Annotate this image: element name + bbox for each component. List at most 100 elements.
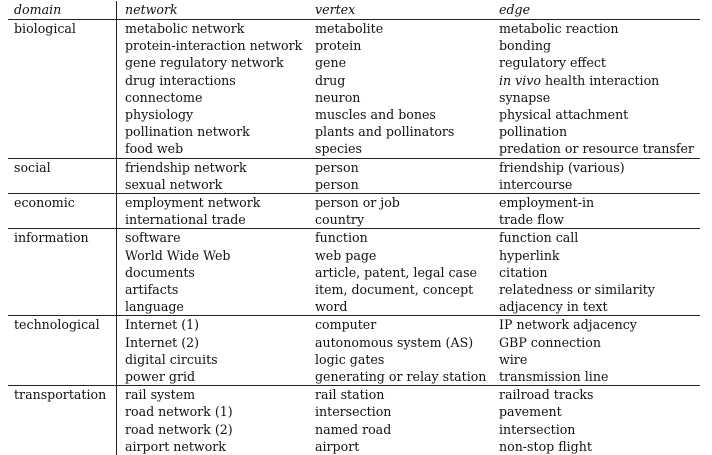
table-row: Internet (2) autonomous system (AS) GBP co… xyxy=(8,333,700,351)
edge-text: health interaction xyxy=(540,72,660,88)
edge-cell: IP network adjacency xyxy=(493,315,700,334)
network-cell: software xyxy=(116,228,309,247)
vertex-cell: generating or relay station xyxy=(315,369,487,385)
table-row: biological metabolic network metabolite met… xyxy=(8,19,700,38)
vertex-cell: person xyxy=(309,157,493,176)
network-cell: road network (2) xyxy=(125,421,233,437)
network-cell: World Wide Web xyxy=(125,247,231,263)
domain-cell xyxy=(8,368,117,386)
domain-cell xyxy=(8,88,117,107)
network-cell: metabolic network xyxy=(125,21,245,36)
edge-cell: non-stop flight xyxy=(499,438,592,454)
table-row: airport network airport non-stop flight xyxy=(8,437,700,455)
vertex-cell: computer xyxy=(309,315,493,334)
edge-cell: pavement xyxy=(499,404,562,420)
network-examples-table: domain network vertex edge biological met… xyxy=(8,1,700,455)
domain-cell xyxy=(8,403,117,421)
vertex-cell: item, document, concept xyxy=(315,282,474,298)
table-row: information software function function call xyxy=(8,228,700,247)
edge-cell: regulatory effect xyxy=(499,55,606,71)
vertex-cell: airport xyxy=(315,438,360,454)
domain-cell xyxy=(8,246,117,264)
network-cell: airport network xyxy=(125,438,226,454)
vertex-column-header: vertex xyxy=(309,1,493,20)
edge-cell: railroad tracks xyxy=(493,385,700,404)
network-cell: pollination network xyxy=(125,124,250,140)
network-cell: drug interactions xyxy=(125,72,236,88)
table-row: documents article, patent, legal case cita… xyxy=(8,263,700,282)
network-cell: protein-interaction network xyxy=(125,38,303,54)
edge-cell: intersection xyxy=(499,421,576,437)
edge-column-header: edge xyxy=(493,1,700,20)
vertex-cell: word xyxy=(315,299,348,315)
network-cell: food web xyxy=(125,141,184,157)
domain-cell: biological xyxy=(8,19,117,38)
network-cell: Internet (1) xyxy=(116,315,309,334)
network-cell: rail system xyxy=(116,385,309,404)
table-row: economic employment network person or job e… xyxy=(8,193,700,212)
network-column-header: network xyxy=(116,1,309,20)
vertex-cell: species xyxy=(315,141,362,157)
vertex-cell: autonomous system (AS) xyxy=(315,334,474,350)
domain-cell xyxy=(8,298,117,316)
table-row: transportation rail system rail station rai… xyxy=(8,385,700,404)
network-cell: friendship network xyxy=(116,157,309,176)
edge-cell: pollination xyxy=(499,124,568,140)
domain-cell xyxy=(8,71,117,89)
vertex-cell: plants and pollinators xyxy=(315,124,455,140)
edge-cell: predation or resource transfer xyxy=(499,141,694,157)
domain-cell xyxy=(8,333,117,351)
edge-cell: GBP connection xyxy=(499,334,601,350)
network-cell: power grid xyxy=(125,369,196,385)
domain-column-header: domain xyxy=(8,1,117,20)
network-cell: language xyxy=(125,299,184,315)
table-row: road network (2) named road intersection xyxy=(8,420,700,438)
edge-cell: intercourse xyxy=(499,176,573,192)
domain-cell xyxy=(8,420,117,438)
vertex-cell: person xyxy=(315,176,359,192)
network-cell: road network (1) xyxy=(125,404,233,420)
table-row: road network (1) intersection pavement xyxy=(8,403,700,421)
domain-cell: social xyxy=(8,157,117,176)
domain-cell xyxy=(8,37,117,55)
vertex-cell: country xyxy=(315,212,365,228)
network-cell: employment network xyxy=(116,193,309,212)
table-row: pollination network plants and pollinator… xyxy=(8,123,700,141)
network-cell: documents xyxy=(125,264,195,280)
table-row: artifacts item, document, concept relatedn… xyxy=(8,281,700,299)
table-row: drug interactions drug in vivo health inte… xyxy=(8,71,700,89)
domain-cell xyxy=(8,437,117,455)
vertex-cell: drug xyxy=(315,72,346,88)
network-cell: Internet (2) xyxy=(125,334,200,350)
network-cell: artifacts xyxy=(125,282,179,298)
edge-cell: physical attachment xyxy=(499,107,629,123)
domain-cell xyxy=(8,175,117,194)
edge-cell: employment-in xyxy=(493,193,700,212)
table-header: domain network vertex edge xyxy=(8,1,700,20)
table-row: food web species predation or resource tra… xyxy=(8,140,700,159)
edge-cell: transmission line xyxy=(499,369,609,385)
vertex-cell: person or job xyxy=(309,193,493,212)
table-row: protein-interaction network protein bondin… xyxy=(8,37,700,55)
edge-cell: citation xyxy=(499,264,548,280)
domain-cell: transportation xyxy=(8,385,117,404)
edge-cell: relatedness or similarity xyxy=(499,282,655,298)
vertex-cell: rail station xyxy=(309,385,493,404)
network-cell: connectome xyxy=(125,89,203,105)
table-row: digital circuits logic gates wire xyxy=(8,350,700,369)
domain-cell: information xyxy=(8,228,117,247)
vertex-cell: neuron xyxy=(315,89,361,105)
table-row: sexual network person intercourse xyxy=(8,175,700,194)
edge-cell: adjacency in text xyxy=(499,299,608,315)
domain-cell: economic xyxy=(8,193,117,212)
table-row: World Wide Web web page hyperlink xyxy=(8,246,700,264)
table-body: biological metabolic network metabolite met… xyxy=(8,19,700,455)
domain-cell xyxy=(8,140,117,159)
vertex-cell: function xyxy=(309,228,493,247)
domain-cell xyxy=(8,106,117,124)
network-cell: international trade xyxy=(125,212,246,228)
domain-cell: technological xyxy=(8,315,117,334)
vertex-cell: muscles and bones xyxy=(315,107,436,123)
vertex-cell: metabolite xyxy=(315,21,384,36)
